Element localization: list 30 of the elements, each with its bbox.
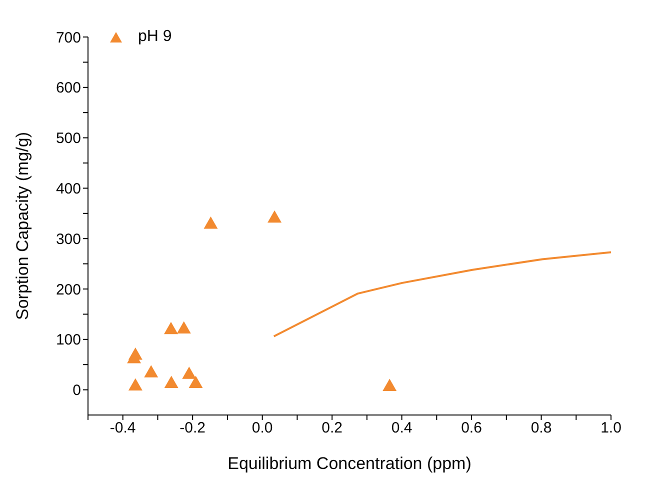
point	[268, 210, 282, 223]
y-tick-label: 100	[56, 332, 81, 349]
point	[128, 378, 142, 391]
point	[164, 322, 178, 334]
legend-label: pH 9	[138, 28, 172, 46]
x-tick-label: -0.2	[180, 420, 206, 437]
y-tick-label: 0	[72, 382, 81, 400]
x-tick-label: 0.6	[461, 420, 482, 437]
y-tick-label: 300	[56, 230, 81, 248]
y-axis-title: Sorption Capacity (mg/g)	[13, 132, 32, 320]
point	[176, 321, 191, 334]
y-tick-label: 400	[56, 180, 81, 198]
line-series	[272, 251, 611, 338]
x-tick-label: 0.0	[252, 420, 273, 437]
point	[204, 216, 218, 229]
x-tick-label: 0.2	[322, 420, 342, 437]
y-tick-label: 500	[56, 130, 81, 148]
y-tick-label: 700	[56, 29, 81, 46]
point	[144, 365, 158, 378]
x-axis-title: Equilibrium Concentration (ppm)	[228, 454, 472, 473]
x-tick-label: 1.0	[600, 420, 622, 437]
point	[188, 376, 203, 388]
point	[382, 378, 397, 392]
y-tick-label: 200	[56, 281, 81, 298]
x-tick-label: 0.4	[391, 420, 412, 437]
x-tick-label: -0.4	[110, 420, 136, 437]
y-tick-label: 600	[56, 80, 81, 97]
point	[164, 376, 178, 388]
point	[182, 366, 196, 379]
x-tick-label: 0.8	[530, 420, 552, 437]
